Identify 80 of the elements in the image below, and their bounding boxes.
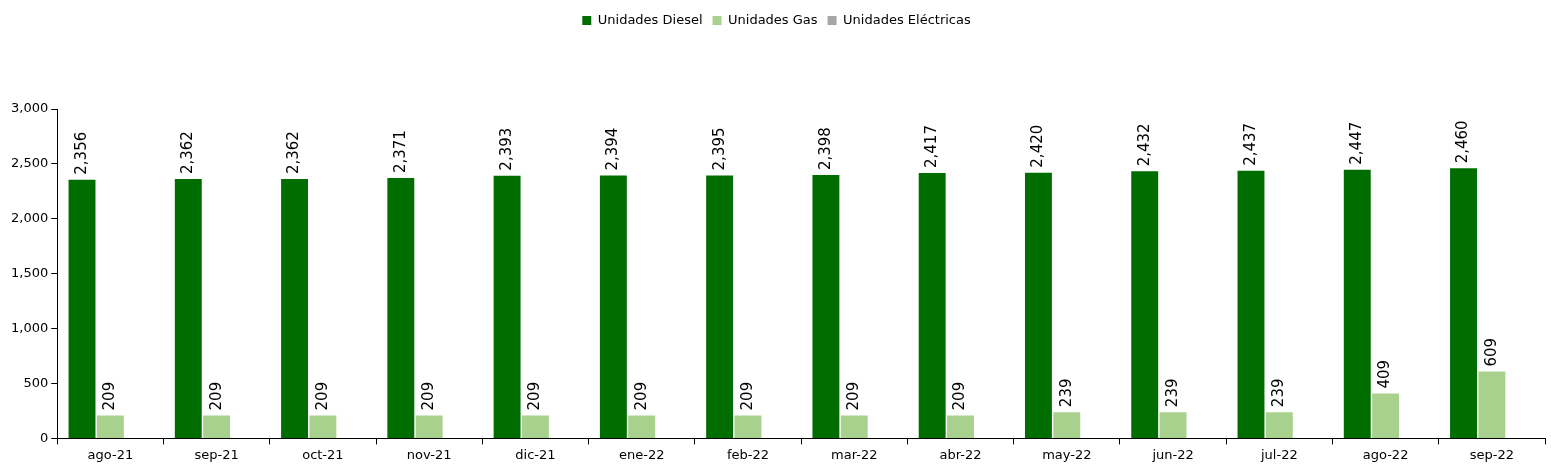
x-tick-label: dic-21 — [515, 446, 556, 462]
data-label: 2,356 — [71, 131, 90, 175]
legend-label: Unidades Gas — [728, 11, 818, 27]
bar — [1053, 412, 1081, 438]
bar — [387, 178, 415, 438]
x-tick-label: oct-21 — [302, 446, 344, 462]
x-tick-label: sep-21 — [194, 446, 239, 462]
y-tick-label: 3,000 — [11, 100, 49, 116]
data-label: 209 — [312, 381, 331, 411]
data-label: 209 — [525, 381, 544, 411]
legend-label: Unidades Eléctricas — [843, 11, 971, 27]
bar — [1237, 170, 1265, 438]
bar — [1024, 172, 1052, 438]
bar — [96, 415, 124, 438]
bar — [1131, 171, 1159, 438]
data-label: 609 — [1481, 337, 1500, 367]
y-tick-label: 2,500 — [11, 155, 49, 171]
data-label: 2,417 — [922, 125, 941, 169]
data-label: 209 — [206, 381, 225, 411]
bar — [281, 179, 309, 438]
bar — [1159, 412, 1187, 438]
x-tick-label: feb-22 — [726, 446, 769, 462]
data-label: 209 — [844, 381, 863, 411]
legend-label: Unidades Diesel — [597, 11, 703, 27]
bar — [1450, 168, 1477, 438]
bar — [1265, 412, 1293, 438]
data-label: 209 — [950, 381, 969, 411]
y-tick-label: 500 — [23, 374, 49, 390]
bar — [521, 415, 549, 438]
x-tick-label: ene-22 — [618, 446, 665, 462]
data-label: 2,362 — [178, 131, 197, 175]
bar — [840, 415, 868, 438]
bar — [628, 415, 656, 438]
data-label: 239 — [1269, 378, 1288, 408]
data-label: 2,432 — [1134, 123, 1153, 167]
data-label: 2,395 — [709, 127, 728, 171]
data-label: 239 — [1162, 378, 1181, 408]
x-tick-label: nov-21 — [406, 446, 452, 462]
x-tick-label: may-22 — [1042, 446, 1092, 462]
data-label: 2,398 — [815, 127, 834, 171]
y-tick-label: 1,500 — [11, 265, 49, 281]
bar — [493, 175, 521, 438]
bar — [599, 175, 627, 438]
x-tick-label: jun-22 — [1151, 446, 1194, 462]
x-tick-label: mar-22 — [831, 446, 878, 462]
bar — [706, 175, 734, 438]
y-tick-label: 2,000 — [11, 210, 49, 226]
y-tick-label: 1,000 — [11, 319, 49, 335]
bar — [309, 415, 337, 438]
data-label: 239 — [1056, 378, 1075, 408]
data-label: 2,371 — [390, 130, 409, 174]
data-label: 2,460 — [1453, 120, 1472, 164]
bar — [68, 179, 96, 438]
data-label: 409 — [1375, 359, 1394, 389]
x-tick-label: abr-22 — [939, 446, 982, 462]
data-label: 209 — [419, 381, 438, 411]
bar — [1343, 169, 1371, 438]
data-label: 2,437 — [1240, 122, 1259, 166]
x-tick-label: ago-22 — [1362, 446, 1409, 462]
y-tick-label: 0 — [39, 429, 49, 445]
bar — [1372, 393, 1400, 438]
x-tick-label: ago-21 — [87, 446, 134, 462]
bar — [203, 415, 231, 438]
x-tick-label: sep-22 — [1469, 446, 1514, 462]
data-label: 2,394 — [603, 127, 622, 171]
data-label: 209 — [100, 381, 119, 411]
data-label: 2,447 — [1347, 121, 1366, 165]
bar — [1478, 371, 1506, 438]
data-label: 209 — [737, 381, 756, 411]
bar — [812, 175, 840, 438]
data-label: 2,362 — [284, 131, 303, 175]
bar — [918, 173, 946, 438]
bar — [734, 415, 762, 438]
data-label: 2,393 — [496, 127, 515, 171]
bar — [415, 415, 443, 438]
bar — [174, 179, 202, 438]
data-label: 209 — [631, 381, 650, 411]
bar — [947, 415, 974, 438]
data-label: 2,420 — [1028, 124, 1047, 168]
x-tick-label: jul-22 — [1259, 446, 1298, 462]
